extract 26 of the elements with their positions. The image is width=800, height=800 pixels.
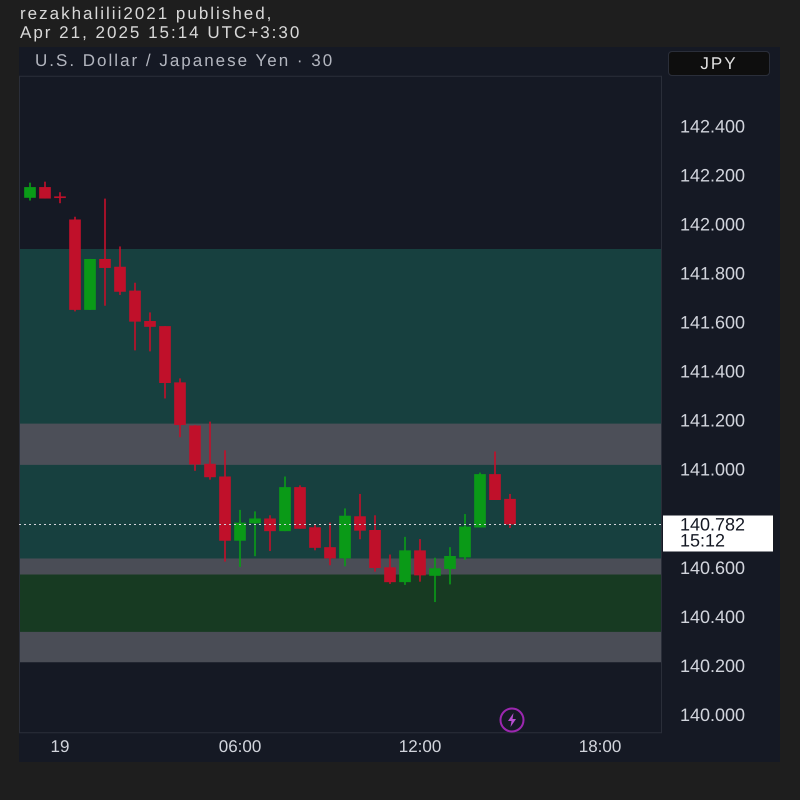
candlestick xyxy=(249,511,261,556)
ref-line-label: 140.782 15:12 xyxy=(680,514,746,550)
x-tick-label: 06:00 xyxy=(218,737,262,756)
y-tick-label: 141.200 xyxy=(680,410,746,431)
chart-title: U.S. Dollar / Japanese Yen · 30 xyxy=(35,51,334,71)
y-tick-label: 141.400 xyxy=(680,362,746,382)
candlestick xyxy=(144,312,156,352)
x-tick-label: 19 xyxy=(50,737,70,756)
y-tick-label: 141.800 xyxy=(680,263,746,284)
y-tick-label: 140.600 xyxy=(680,558,746,578)
candlestick xyxy=(99,198,111,306)
y-tick-label: 141.000 xyxy=(680,460,746,480)
currency-button: JPY xyxy=(668,51,770,76)
y-tick-label: 142.000 xyxy=(680,214,746,234)
candlestick xyxy=(204,422,216,480)
x-tick-label: 12:00 xyxy=(398,737,442,756)
candlestick xyxy=(429,558,441,602)
y-tick-label: 140.000 xyxy=(680,705,746,725)
y-tick-label: 141.600 xyxy=(680,312,746,333)
candlestick xyxy=(54,192,66,204)
chart-subtitle: rezakhalilii2021 published, Apr 21, 2025 15:14 UTC+3:30 xyxy=(20,4,302,42)
y-tick-label: 142.400 xyxy=(680,116,746,136)
y-tick-label: 140.200 xyxy=(680,656,746,676)
x-tick-label: 18:00 xyxy=(578,737,622,756)
y-tick-label: 142.200 xyxy=(680,165,746,186)
y-tick-label: 140.400 xyxy=(680,606,746,627)
